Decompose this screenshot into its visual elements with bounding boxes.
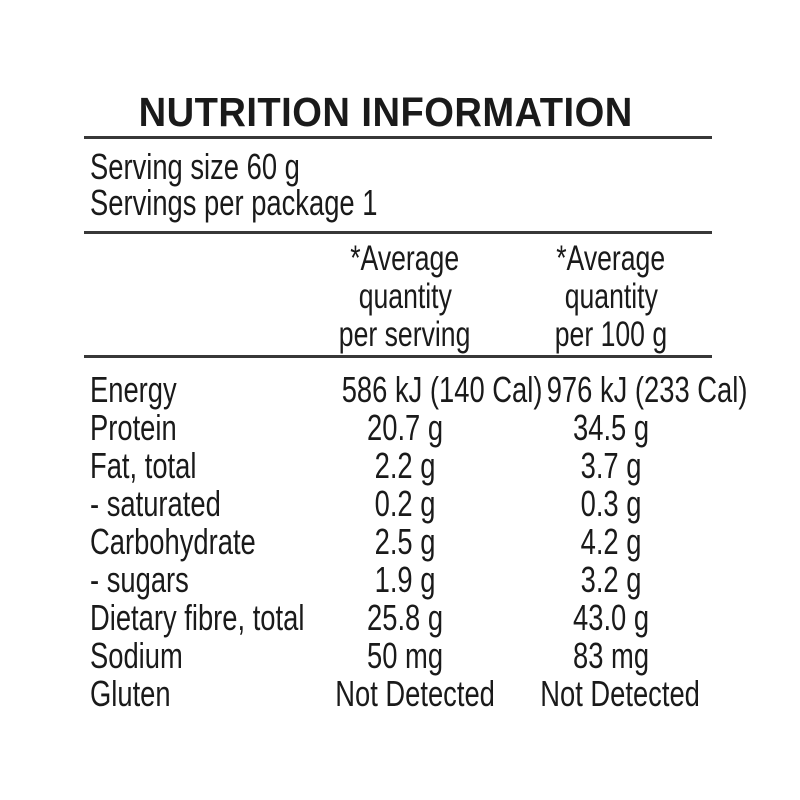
page-title-text: NUTRITION INFORMATION (138, 89, 634, 135)
servings-per-package: Servings per package 1 (90, 182, 378, 223)
value-per-100g: 43.0 g (572, 597, 650, 638)
nutrient-row: Sodium 50 mg 83 mg (84, 637, 712, 675)
value-per-serving: 50 mg (366, 635, 444, 676)
value-per-100g: 3.2 g (580, 559, 642, 600)
column-gap (500, 240, 515, 354)
nutrient-label: Protein (90, 407, 177, 448)
nutrient-label: Energy (90, 369, 177, 410)
nutrient-row: Protein 20.7 g 34.5 g (84, 409, 712, 447)
column-gap (500, 637, 515, 675)
column-gap (500, 523, 515, 561)
value-per-serving: 586 kJ (140 Cal) (341, 369, 543, 410)
value-per-serving: 20.7 g (366, 407, 444, 448)
divider-header (84, 355, 712, 358)
value-per-serving: 25.8 g (366, 597, 444, 638)
value-per-100g: 83 mg (572, 635, 650, 676)
value-per-100g: 4.2 g (580, 521, 642, 562)
nutrient-row: Gluten Not Detected Not Detected (84, 675, 712, 713)
nutrient-label: Dietary fibre, total (90, 597, 305, 638)
nutrient-label: - sugars (90, 559, 189, 600)
value-per-100g: 976 kJ (233 Cal) (546, 369, 748, 410)
nutrient-label: - saturated (90, 483, 221, 524)
value-per-serving: 0.2 g (374, 483, 436, 524)
nutrient-label: Sodium (90, 635, 183, 676)
value-per-100g: 34.5 g (572, 407, 650, 448)
column-gap (500, 599, 515, 637)
nutrition-label: NUTRITION INFORMATION Serving size 60 g … (84, 0, 748, 800)
column-gap (500, 485, 515, 523)
column-header-spacer (84, 240, 310, 354)
value-per-serving: 2.5 g (374, 521, 436, 562)
nutrient-label: Gluten (90, 673, 171, 714)
value-per-100g: 3.7 g (580, 445, 642, 486)
nutrient-row: - saturated 0.2 g 0.3 g (84, 485, 712, 523)
divider-serving (84, 231, 712, 234)
nutrient-row: Energy 586 kJ (140 Cal) 976 kJ (233 Cal) (84, 369, 748, 410)
serving-size: Serving size 60 g (90, 146, 300, 187)
divider-top (84, 136, 712, 139)
value-per-serving: 1.9 g (374, 559, 436, 600)
value-per-serving: 2.2 g (374, 445, 436, 486)
column-gap (500, 675, 515, 713)
page-title: NUTRITION INFORMATION (84, 90, 712, 134)
column-header-per-100g: *Average quantity per 100 g (554, 239, 668, 354)
column-headers: *Average quantity per serving *Average q… (84, 240, 712, 354)
column-gap (500, 447, 515, 485)
nutrient-row: - sugars 1.9 g 3.2 g (84, 561, 712, 599)
value-per-100g: 0.3 g (580, 483, 642, 524)
value-per-serving: Not Detected (335, 673, 495, 714)
nutrient-label: Fat, total (90, 445, 197, 486)
column-header-per-serving: *Average quantity per serving (339, 239, 471, 354)
serving-info: Serving size 60 g Servings per package 1 (84, 149, 468, 221)
value-per-100g: Not Detected (540, 673, 700, 714)
nutrient-row: Dietary fibre, total 25.8 g 43.0 g (84, 599, 712, 637)
nutrient-row: Fat, total 2.2 g 3.7 g (84, 447, 712, 485)
nutrient-row: Carbohydrate 2.5 g 4.2 g (84, 523, 712, 561)
nutrient-label: Carbohydrate (90, 521, 256, 562)
column-gap (500, 561, 515, 599)
nutrient-rows: Energy 586 kJ (140 Cal) 976 kJ (233 Cal)… (84, 369, 748, 713)
column-gap (500, 409, 515, 447)
